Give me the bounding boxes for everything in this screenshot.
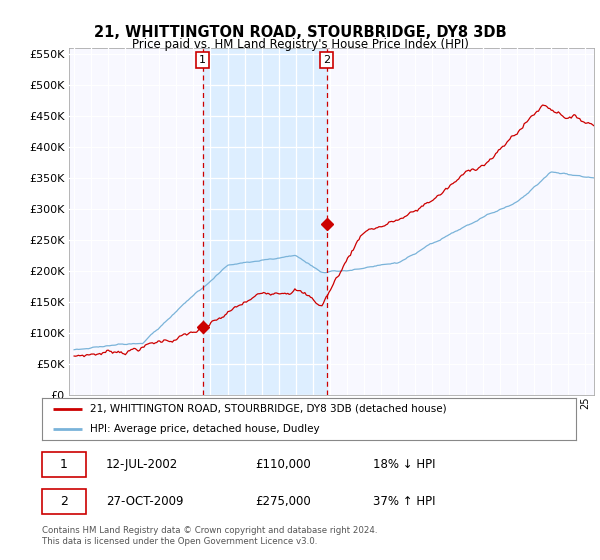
Text: 21, WHITTINGTON ROAD, STOURBRIDGE, DY8 3DB (detached house): 21, WHITTINGTON ROAD, STOURBRIDGE, DY8 3…: [90, 404, 446, 414]
Text: 1: 1: [199, 55, 206, 65]
Text: HPI: Average price, detached house, Dudley: HPI: Average price, detached house, Dudl…: [90, 424, 320, 433]
Text: Price paid vs. HM Land Registry's House Price Index (HPI): Price paid vs. HM Land Registry's House …: [131, 38, 469, 51]
Text: 27-OCT-2009: 27-OCT-2009: [106, 495, 184, 508]
Text: £110,000: £110,000: [256, 458, 311, 471]
Text: 12-JUL-2002: 12-JUL-2002: [106, 458, 178, 471]
Text: 2: 2: [323, 55, 330, 65]
Text: 37% ↑ HPI: 37% ↑ HPI: [373, 495, 436, 508]
Text: 21, WHITTINGTON ROAD, STOURBRIDGE, DY8 3DB: 21, WHITTINGTON ROAD, STOURBRIDGE, DY8 3…: [94, 25, 506, 40]
FancyBboxPatch shape: [42, 489, 86, 514]
Text: £275,000: £275,000: [256, 495, 311, 508]
Bar: [203, 48, 327, 395]
Text: 2: 2: [60, 495, 68, 508]
Text: 1: 1: [60, 458, 68, 471]
Text: 18% ↓ HPI: 18% ↓ HPI: [373, 458, 436, 471]
FancyBboxPatch shape: [42, 452, 86, 477]
Text: Contains HM Land Registry data © Crown copyright and database right 2024.
This d: Contains HM Land Registry data © Crown c…: [42, 526, 377, 546]
